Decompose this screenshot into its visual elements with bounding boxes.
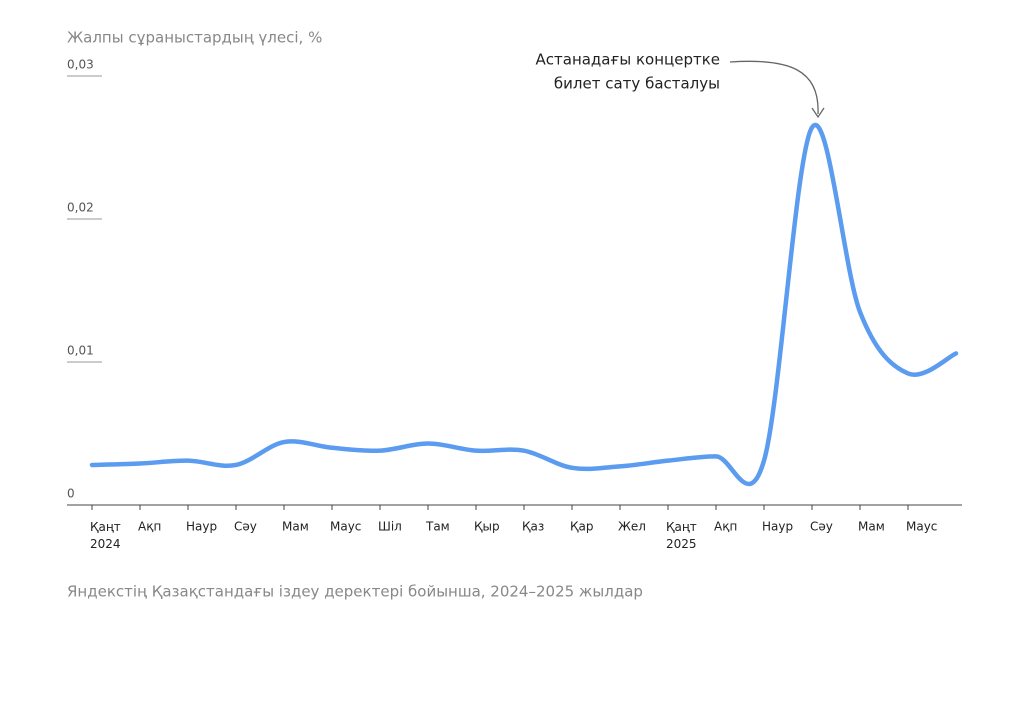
x-tick-label: Сәу: [810, 520, 833, 534]
x-tick-label: Наур: [762, 520, 793, 534]
y-tick-label: 0: [67, 487, 75, 501]
annotation-arrowhead: [811, 107, 825, 119]
x-tick-label: Мам: [858, 520, 885, 534]
x-tick-label: Қаңт 2025: [666, 520, 697, 551]
data-line: [89, 122, 959, 487]
x-tick-label: Маус: [330, 520, 361, 534]
x-tick-label: Сәу: [234, 520, 257, 534]
x-tick-label: Шіл: [378, 520, 402, 534]
y-tick-label: 0,03: [67, 58, 94, 72]
x-tick-label: Ақп: [714, 520, 737, 534]
annotation: билет сату басталуы: [554, 75, 720, 93]
x-tick-label: Қар: [570, 520, 594, 534]
x-tick-label: Ақп: [138, 520, 161, 534]
x-tick-label: Маус: [906, 520, 937, 534]
x-tick-label: Қыр: [474, 520, 500, 534]
annotation: Астанадағы концертке: [536, 51, 721, 69]
y-tick-label: 0,02: [67, 201, 94, 215]
x-tick-label: Наур: [186, 520, 217, 534]
x-tick-label: Там: [425, 520, 450, 534]
x-tick-label: Мам: [282, 520, 309, 534]
x-tick-label: Қаз: [522, 520, 544, 534]
annotation-arrow: [729, 60, 819, 115]
x-tick-label: Қаңт 2024: [90, 520, 121, 551]
y-axis-label: Жалпы сұраныстардың үлесі, %: [67, 29, 322, 47]
y-tick-label: 0,01: [67, 344, 94, 358]
source-note: Яндекстің Қазақстандағы іздеу деректері …: [67, 583, 643, 601]
x-tick-label: Жел: [618, 520, 646, 534]
